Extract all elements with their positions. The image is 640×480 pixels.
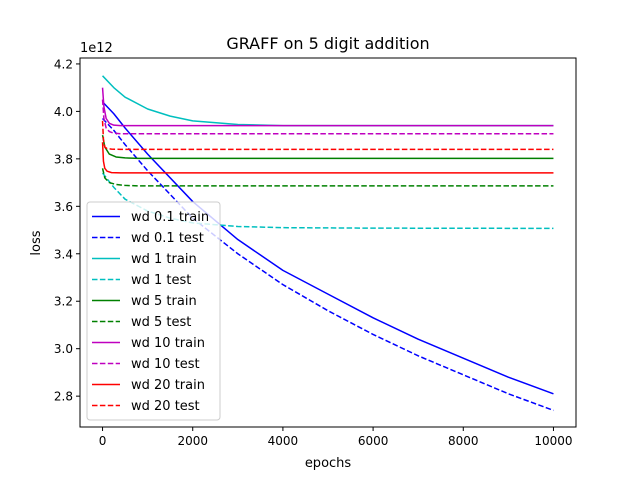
y-axis-label: loss bbox=[29, 230, 44, 255]
legend-label: wd 5 test bbox=[131, 315, 191, 330]
x-tick-label: 10000 bbox=[534, 434, 572, 448]
y-tick-label: 3.8 bbox=[54, 152, 73, 166]
series-line-wd-20-train bbox=[101, 142, 554, 174]
series-line-wd-5-test bbox=[101, 168, 554, 187]
y-tick-label: 3.2 bbox=[54, 295, 73, 309]
legend: wd 0.1 train wd 0.1 test wd 1 train wd 1 te… bbox=[86, 201, 221, 421]
legend-label: wd 1 test bbox=[131, 273, 191, 288]
x-tick-label: 2000 bbox=[177, 434, 208, 448]
x-tick-label: 0 bbox=[99, 434, 107, 448]
series-line-wd-10-test bbox=[101, 99, 554, 135]
y-tick-label: 3.6 bbox=[54, 200, 73, 214]
y-tick-label: 3.4 bbox=[54, 247, 73, 261]
legend-label: wd 0.1 test bbox=[131, 231, 204, 246]
legend-label: wd 1 train bbox=[131, 252, 197, 267]
legend-label: wd 10 train bbox=[131, 336, 205, 351]
y-axis-ticks: 2.8 3.0 3.2 3.4 3.6 3.8 4.0 4.2 bbox=[54, 57, 80, 404]
x-axis-label: epochs bbox=[305, 456, 352, 471]
series-line-wd-0-1-train bbox=[102, 101, 554, 395]
series-line-wd-5-train bbox=[101, 134, 554, 160]
legend-label: wd 5 train bbox=[131, 294, 197, 309]
plot-frame bbox=[79, 57, 577, 428]
series-line-wd-20-test bbox=[101, 120, 554, 151]
x-tick-label: 4000 bbox=[268, 434, 299, 448]
legend-label: wd 20 test bbox=[131, 399, 200, 414]
series-line-wd-0-1-test bbox=[102, 117, 554, 412]
y-tick-label: 3.0 bbox=[54, 342, 73, 356]
legend-label: wd 10 test bbox=[131, 357, 200, 372]
plot-series-group bbox=[101, 75, 554, 412]
x-tick-label: 8000 bbox=[448, 434, 479, 448]
x-tick-label: 6000 bbox=[358, 434, 389, 448]
legend-label: wd 0.1 train bbox=[131, 210, 209, 225]
y-axis-offset-text: 1e12 bbox=[80, 41, 113, 56]
legend-label: wd 20 train bbox=[131, 378, 205, 393]
x-axis-ticks: 0 2000 4000 6000 8000 10000 bbox=[99, 427, 573, 448]
y-tick-label: 4.0 bbox=[54, 105, 73, 119]
legend-box bbox=[86, 201, 221, 421]
y-tick-label: 4.2 bbox=[54, 57, 73, 71]
series-line-wd-10-train bbox=[101, 87, 554, 127]
y-tick-label: 2.8 bbox=[54, 390, 73, 404]
chart-title: GRAFF on 5 digit addition bbox=[226, 34, 429, 53]
